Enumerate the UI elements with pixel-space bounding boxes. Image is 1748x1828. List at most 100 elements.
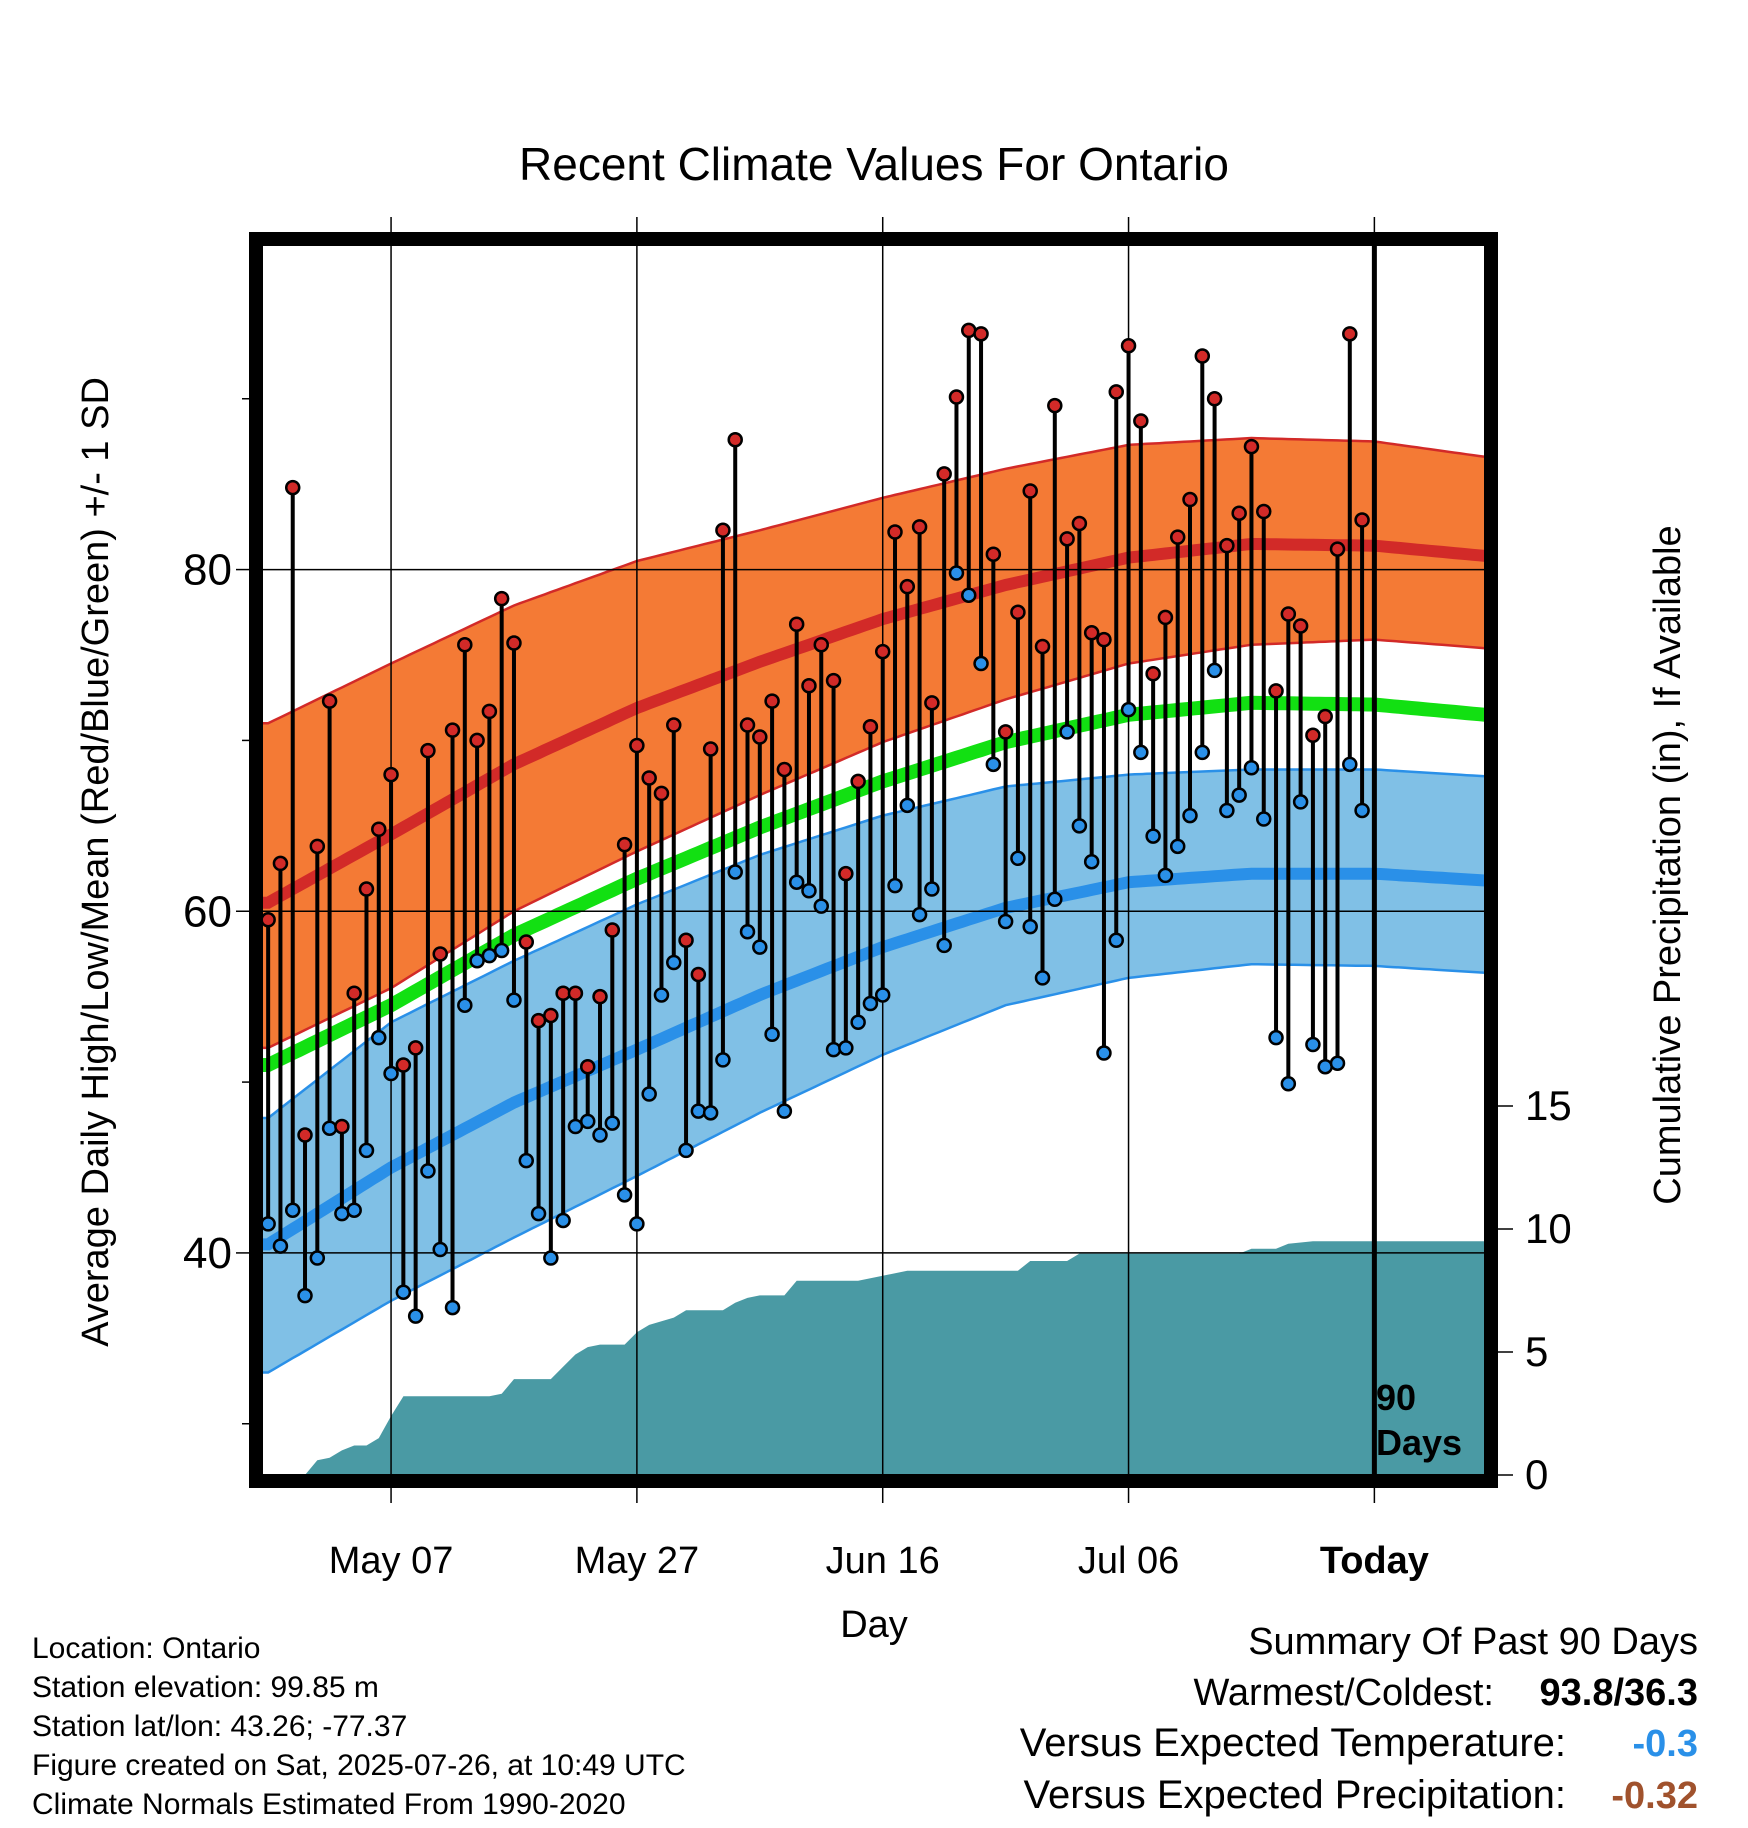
daily-high-point xyxy=(702,741,719,757)
daily-high-point xyxy=(530,1012,547,1029)
daily-low-point xyxy=(911,906,928,923)
daily-low-point xyxy=(948,565,965,581)
low-normal-line xyxy=(262,867,1485,1251)
daily-high-point xyxy=(936,466,952,482)
daily-low-point xyxy=(1169,838,1186,855)
daily-high-point xyxy=(801,678,817,694)
daily-high-point xyxy=(321,693,338,709)
daily-high-point xyxy=(1206,391,1223,407)
daily-low-point xyxy=(530,1205,547,1222)
daily-high-point xyxy=(948,389,965,405)
daily-low-point xyxy=(1010,850,1026,867)
x-axis-label: Day xyxy=(840,1604,908,1646)
elevation-text: Station elevation: 99.85 m xyxy=(32,1671,379,1704)
daily-high-point xyxy=(1354,512,1370,528)
today-days-label-2: Days xyxy=(1376,1422,1462,1463)
daily-high-point xyxy=(493,590,510,607)
daily-high-point xyxy=(727,432,743,448)
daily-high-point xyxy=(899,578,916,595)
daily-low-point xyxy=(752,939,768,955)
daily-low-point xyxy=(1305,1036,1321,1053)
daily-low-point xyxy=(1329,1055,1346,1072)
x-tick-label: Jun 16 xyxy=(826,1540,940,1582)
daily-high-point xyxy=(911,519,928,535)
daily-high-point xyxy=(1059,531,1075,547)
y2-tick-label: 15 xyxy=(1525,1082,1572,1129)
latlon-text: Station lat/lon: 43.26; -77.37 xyxy=(32,1710,407,1743)
summary-panel: Summary Of Past 90 Days Warmest/Coldest:… xyxy=(1020,1621,1698,1817)
daily-high-point xyxy=(1157,609,1174,626)
daily-high-point xyxy=(752,729,768,745)
daily-high-point xyxy=(518,934,535,950)
daily-high-point xyxy=(1231,505,1247,521)
daily-high-point xyxy=(579,1058,596,1075)
daily-low-point xyxy=(1194,744,1211,761)
x-tick-label: Jul 06 xyxy=(1078,1540,1179,1582)
plot-area xyxy=(262,245,1485,1475)
daily-low-point xyxy=(1096,1045,1112,1061)
high-sd-upper-line xyxy=(262,436,1485,725)
daily-high-point xyxy=(985,546,1002,562)
daily-low-point xyxy=(825,1041,842,1058)
daily-low-point xyxy=(985,756,1002,773)
daily-high-point xyxy=(850,773,866,790)
daily-low-point xyxy=(862,995,879,1012)
y-axis-label: Average Daily High/Low/Mean (Red/Blue/Gr… xyxy=(75,377,117,1347)
daily-high-point xyxy=(825,672,842,689)
daily-low-point xyxy=(1268,1029,1284,1046)
location-text: Location: Ontario xyxy=(32,1632,260,1665)
daily-low-point xyxy=(727,864,743,880)
daily-low-point xyxy=(1317,1058,1333,1075)
daily-high-point xyxy=(764,693,780,709)
daily-high-point xyxy=(1083,625,1100,641)
daily-low-point xyxy=(604,1115,621,1131)
daily-high-point xyxy=(407,1040,424,1056)
daily-low-point xyxy=(1034,970,1051,986)
daily-low-point xyxy=(1120,701,1137,718)
daily-low-point xyxy=(555,1212,571,1229)
temp-value: -0.3 xyxy=(1633,1723,1698,1765)
daily-low-point xyxy=(1292,794,1309,810)
daily-high-point xyxy=(543,1007,559,1024)
daily-high-point xyxy=(1034,638,1051,655)
daily-high-point xyxy=(1305,727,1321,744)
daily-low-point xyxy=(936,937,952,954)
daily-high-point xyxy=(567,985,584,1001)
daily-high-point xyxy=(469,732,485,749)
daily-high-point xyxy=(1133,413,1149,429)
daily-high-point xyxy=(1329,541,1346,557)
daily-low-point xyxy=(493,942,510,959)
daily-low-point xyxy=(592,1127,608,1143)
daily-low-point xyxy=(764,1026,780,1042)
daily-low-point xyxy=(481,947,498,964)
daily-high-point xyxy=(1182,491,1198,508)
daily-low-point xyxy=(1071,818,1088,834)
low-sd-band xyxy=(262,769,1485,1373)
temp-label: Versus Expected Temperature: xyxy=(1020,1721,1566,1765)
daily-high-point xyxy=(666,717,682,733)
daily-high-point xyxy=(309,838,326,855)
daily-high-point xyxy=(1022,483,1038,499)
x-tick-label: May 27 xyxy=(575,1540,700,1582)
daily-high-point xyxy=(1169,529,1186,545)
normals-text: Climate Normals Estimated From 1990-2020 xyxy=(32,1788,626,1821)
daily-high-point xyxy=(1317,708,1333,725)
daily-high-point xyxy=(1219,537,1235,554)
daily-low-point xyxy=(899,797,916,814)
x-tick-label: May 07 xyxy=(329,1540,454,1582)
daily-high-point xyxy=(1280,606,1297,622)
daily-high-point xyxy=(924,695,940,711)
x-tick-label: Today xyxy=(1320,1540,1429,1582)
daily-bars xyxy=(266,330,1365,1317)
daily-low-point xyxy=(1219,802,1235,819)
daily-high-point xyxy=(1292,618,1309,634)
daily-high-point xyxy=(1096,631,1112,648)
daily-low-point xyxy=(395,1284,412,1300)
daily-high-point xyxy=(444,722,461,738)
daily-high-point xyxy=(715,522,731,539)
daily-high-point xyxy=(776,761,793,778)
precipitation-area xyxy=(268,1241,1485,1475)
warm-cold-label: Warmest/Coldest: xyxy=(1193,1672,1494,1714)
daily-low-point xyxy=(518,1152,535,1169)
daily-low-point xyxy=(420,1163,436,1179)
